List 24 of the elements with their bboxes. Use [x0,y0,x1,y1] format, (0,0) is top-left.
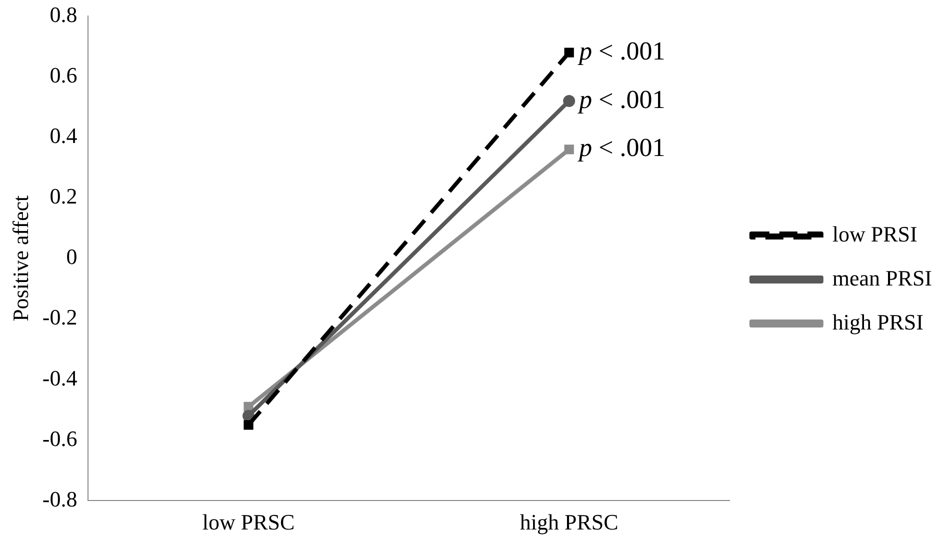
point [563,94,576,107]
y-tick-label: -0.6 [42,426,78,451]
legend-label: high PRSI [832,309,924,334]
legend-label: mean PRSI [832,265,932,290]
y-tick-label: 0.2 [50,184,78,209]
y-tick-label: 0.6 [50,62,78,88]
x-tick-label: high PRSC [520,510,618,535]
y-tick-label: 0.4 [50,123,78,148]
y-tick-label: -0.8 [42,486,78,512]
legend-label: low PRSI [832,221,918,246]
y-axis-title: Positive affect [8,195,33,322]
y-tick-label: 0.8 [50,2,78,27]
annotation: p < .001 [577,36,666,66]
point [244,402,254,412]
point [564,144,574,154]
y-tick-label: -0.2 [42,304,78,330]
point [244,420,254,430]
point [564,48,574,58]
y-tick-label: -0.4 [42,365,78,390]
point [242,410,255,422]
annotation: p < .001 [577,84,666,114]
y-tick-label: 0 [66,244,78,270]
annotation: p < .001 [577,133,666,162]
x-tick-label: low PRSC [202,510,295,535]
